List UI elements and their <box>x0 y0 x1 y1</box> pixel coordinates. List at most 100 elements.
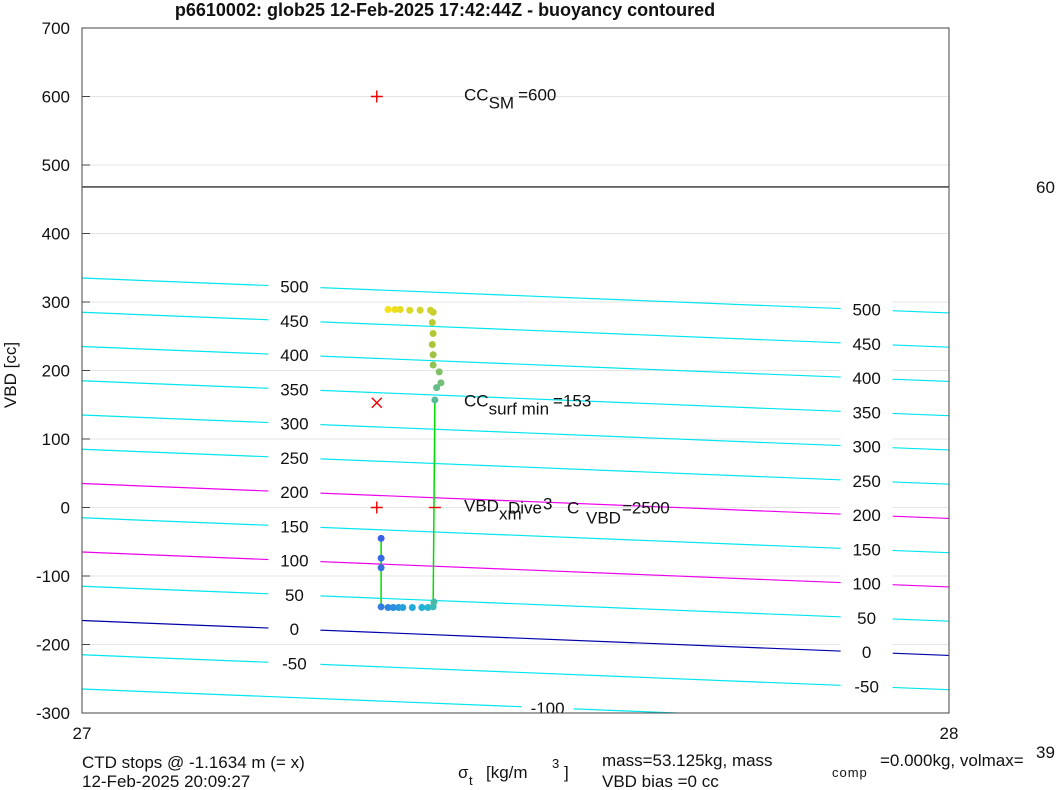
data-point <box>429 351 437 359</box>
data-point <box>377 554 385 562</box>
y-tick-label: 100 <box>42 430 70 449</box>
x-axis-label: σ t [kg/m 3 ] <box>458 756 569 788</box>
y-tick-label: -300 <box>36 704 70 723</box>
footer-time: 12-Feb-2025 20:09:27 <box>82 772 250 790</box>
contour-label: 400 <box>852 369 880 388</box>
x-label-symbol: σ <box>458 763 469 782</box>
data-point <box>399 604 407 612</box>
contour-label-bg <box>840 470 893 491</box>
contour-line <box>82 311 949 348</box>
contour-label-bg <box>840 573 893 594</box>
y-axis-label: VBD [cc] <box>1 342 20 408</box>
marker-label-sub: surf min <box>489 400 549 419</box>
contour-label-bg <box>268 345 321 366</box>
contour-label: 0 <box>862 643 871 662</box>
x-label-sup: 3 <box>552 756 559 771</box>
contour-label: 50 <box>857 609 876 628</box>
data-point <box>435 368 443 376</box>
contour-label: 450 <box>852 335 880 354</box>
trajectory-line <box>432 399 436 607</box>
footer-ctd: CTD stops @ -1.1634 m (= x) <box>82 753 305 772</box>
marker-label: VBD <box>464 497 499 516</box>
footer-bias: VBD bias =0 cc <box>602 772 719 790</box>
contour-label-bg <box>268 482 321 503</box>
contour-label-bg <box>840 607 893 628</box>
contour-line <box>82 345 949 383</box>
contour-label: 500 <box>852 301 880 320</box>
x-tick-label: 27 <box>73 724 92 743</box>
contour-line <box>82 448 949 485</box>
contour-label-bg <box>268 310 321 331</box>
data-point <box>428 319 436 327</box>
data-point <box>428 340 436 348</box>
data-point <box>384 604 392 612</box>
contour-label: 300 <box>280 415 308 434</box>
contour-label: 50 <box>285 586 304 605</box>
x-label-text: [kg/m <box>486 763 528 782</box>
data-point <box>429 330 437 338</box>
contour-label-bg <box>268 584 321 605</box>
contour-label-bg <box>268 516 321 537</box>
contour-label: 450 <box>280 312 308 331</box>
contour-label-bg <box>521 697 574 713</box>
marker <box>370 501 383 514</box>
contour-label: 500 <box>280 278 308 297</box>
y-tick-label: 0 <box>61 499 70 518</box>
marker-label-end: =600 <box>518 86 556 105</box>
data-point <box>408 604 416 612</box>
contour-label: 250 <box>280 449 308 468</box>
overlay-text: Dive <box>508 499 542 518</box>
y-tick-label: 300 <box>42 293 70 312</box>
marker-label: CC <box>464 392 489 411</box>
data-point <box>389 604 397 612</box>
contour-line <box>82 585 949 622</box>
y-tick-label: 600 <box>42 88 70 107</box>
contour-label: -50 <box>854 677 879 696</box>
contour-label-bg <box>268 550 321 571</box>
contour-label-bg <box>840 505 893 526</box>
data-point <box>431 396 439 404</box>
contour-label: 300 <box>852 438 880 457</box>
data-point <box>384 306 392 314</box>
chart-title: p6610002: glob25 12-Feb-2025 17:42:44Z -… <box>175 0 715 20</box>
contour-label: 350 <box>852 403 880 422</box>
contour-line <box>82 688 692 713</box>
contour-label-bg <box>840 436 893 457</box>
contour-label-bg <box>268 379 321 400</box>
data-point <box>433 384 441 392</box>
data-point <box>377 603 385 611</box>
contour-label: 400 <box>280 346 308 365</box>
footer-volmax: 39 <box>1036 743 1055 762</box>
contour-label: 200 <box>280 483 308 502</box>
y-tick-label: 200 <box>42 362 70 381</box>
contour-line <box>82 414 949 451</box>
x-label-close: ] <box>564 763 569 782</box>
data-point <box>396 306 404 314</box>
marker-label-end: =153 <box>553 392 591 411</box>
contour-label: 350 <box>280 380 308 399</box>
contour-label-bg <box>268 653 321 674</box>
contour-label-bg <box>840 402 893 423</box>
x-tick-label: 28 <box>940 724 959 743</box>
y-tick-label: 500 <box>42 156 70 175</box>
data-point <box>377 534 385 542</box>
data-point <box>429 361 437 369</box>
data-point <box>406 306 414 314</box>
contour-label-bg <box>268 276 321 297</box>
data-point <box>430 598 438 606</box>
contour-label-bg <box>840 676 893 697</box>
contour-label: 150 <box>852 540 880 559</box>
contour-label-bg <box>840 368 893 389</box>
contour-label-bg <box>268 447 321 468</box>
marker <box>370 90 383 103</box>
footer-mass-sub: comp <box>832 765 868 780</box>
overlay-text: C <box>567 499 579 518</box>
data-point <box>424 604 432 612</box>
contour-line <box>82 517 949 554</box>
contour-line <box>82 482 949 520</box>
contour-line <box>82 551 949 588</box>
data-point <box>427 306 435 314</box>
overlay-text: 3 <box>543 495 552 514</box>
